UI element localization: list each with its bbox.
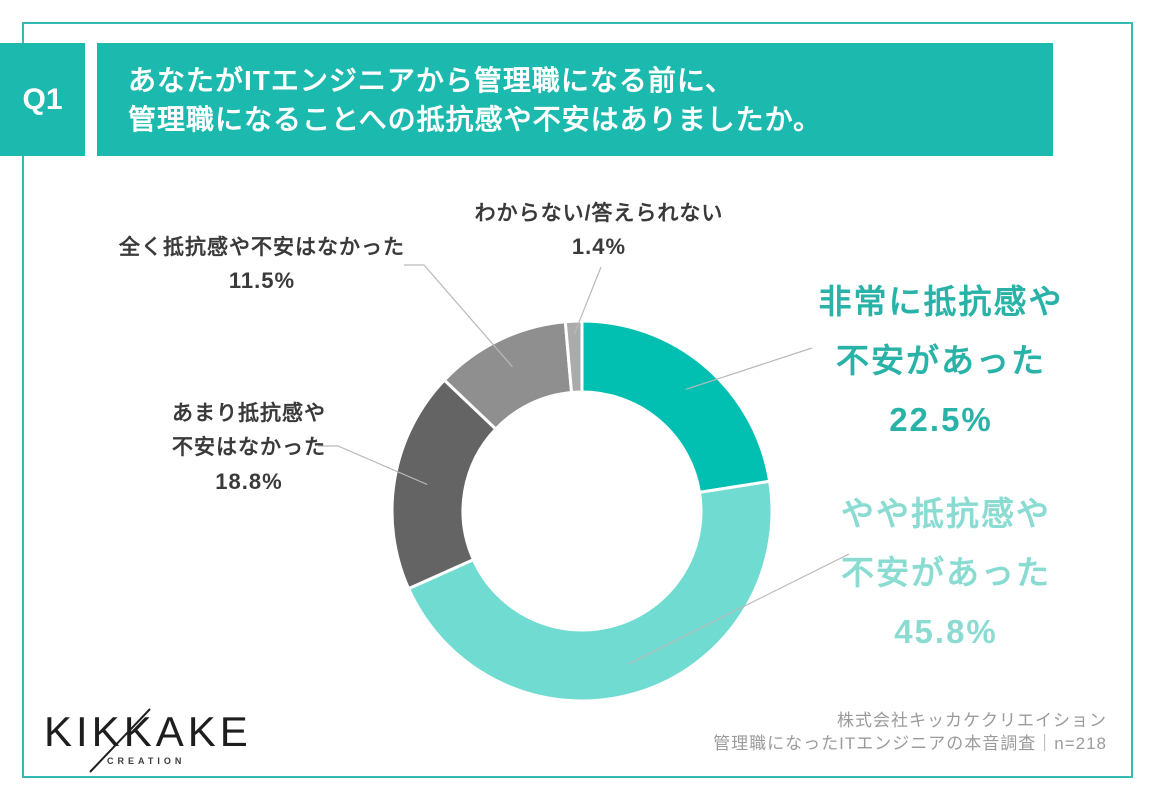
callout-dont-know-text: わからない/答えられない	[474, 202, 724, 225]
frame-border	[22, 22, 1133, 778]
question-tag: Q1	[0, 43, 85, 156]
leader-line-segment-1	[627, 553, 850, 665]
leader-line-segment-3	[404, 264, 513, 368]
callout-somewhat-text-1: やや抵抗感や	[841, 495, 1051, 532]
callout-very-text-2: 不安があった	[836, 342, 1046, 379]
callout-somewhat-value: 45.8%	[894, 613, 998, 650]
leader-line-segment-0	[685, 347, 813, 390]
leader-line-segment-2	[318, 445, 428, 486]
survey-credit-company: 株式会社キッカケクリエイション	[837, 711, 1107, 730]
callout-none-at-all-value: 11.5%	[228, 268, 296, 293]
question-header: あなたがITエンジニアから管理職になる前に、 管理職になることへの抵抗感や不安は…	[97, 43, 1053, 156]
callout-not-much-text-1: あまり抵抗感や	[172, 402, 326, 425]
callout-dont-know-value: 1.4%	[571, 234, 627, 259]
donut-segment-0	[580, 319, 772, 495]
callout-not-much-text-2: 不安はなかった	[172, 436, 326, 459]
callout-not-much: あまり抵抗感や 不安はなかった 18.8%	[172, 397, 326, 499]
question-title-line-1: あなたがITエンジニアから管理職になる前に、	[128, 64, 735, 96]
callout-not-much-value: 18.8%	[215, 469, 283, 494]
survey-credit: 株式会社キッカケクリエイション 管理職になったITエンジニアの本音調査｜n=21…	[713, 709, 1107, 755]
donut-segment-4	[563, 319, 584, 395]
question-title-line-2: 管理職になることへの抵抗感や不安はありましたか。	[128, 103, 823, 135]
donut-segment-1	[406, 479, 774, 703]
company-logo: KIKKAKE	[44, 708, 252, 755]
callout-very: 非常に抵抗感や 不安があった 22.5%	[819, 272, 1064, 449]
callout-dont-know: わからない/答えられない 1.4%	[475, 197, 724, 263]
callout-somewhat: やや抵抗感や 不安があった 45.8%	[841, 484, 1051, 661]
callout-none-at-all: 全く抵抗感や不安はなかった 11.5%	[119, 231, 405, 297]
question-tag-label: Q1	[22, 82, 63, 116]
leader-line-segment-4	[573, 266, 602, 335]
callout-very-text-1: 非常に抵抗感や	[818, 283, 1064, 320]
callout-somewhat-text-2: 不安があった	[841, 554, 1051, 591]
callout-very-value: 22.5%	[889, 401, 993, 438]
survey-credit-title: 管理職になったITエンジニアの本音調査｜n=218	[713, 734, 1107, 753]
logo-slash	[89, 708, 151, 773]
company-logo-subtext: CREATION	[107, 756, 186, 766]
callout-none-at-all-text: 全く抵抗感や不安はなかった	[119, 236, 405, 259]
